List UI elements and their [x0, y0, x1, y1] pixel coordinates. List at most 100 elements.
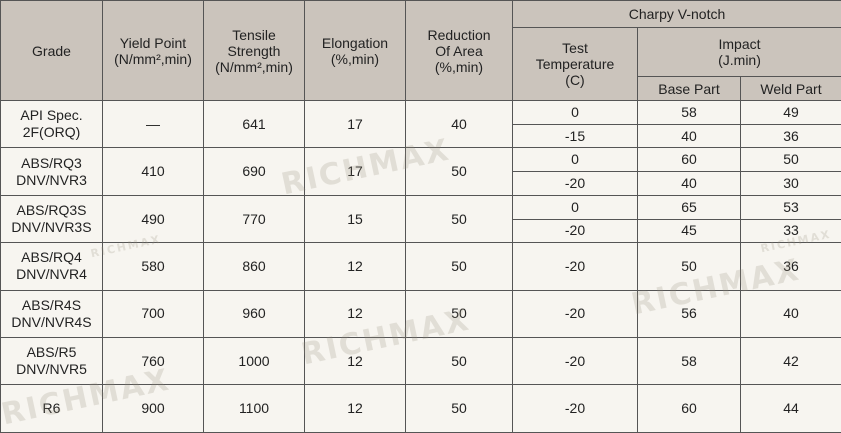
cell-text-line: ABS/R5: [1, 344, 102, 361]
data-cell: -20: [513, 219, 638, 243]
cell-text-line: Test: [513, 40, 637, 56]
header-cell: Charpy V-notch: [513, 1, 841, 28]
data-cell: 30: [741, 172, 841, 196]
data-cell: 1000: [204, 338, 305, 385]
data-cell: 641: [204, 101, 305, 148]
data-cell: 0: [513, 195, 638, 219]
data-cell: 15: [305, 195, 406, 242]
cell-text-line: Reduction: [406, 27, 512, 43]
cell-text-line: ABS/R4S: [1, 297, 102, 314]
data-cell: 690: [204, 148, 305, 195]
data-cell: 36: [741, 243, 841, 290]
data-cell: 40: [406, 101, 513, 148]
cell-text-line: DNV/NVR3: [1, 172, 102, 189]
data-cell: 45: [638, 219, 741, 243]
data-cell: 53: [741, 195, 841, 219]
data-cell: 58: [638, 101, 741, 125]
data-cell: 50: [406, 338, 513, 385]
data-cell: 12: [305, 290, 406, 337]
header-cell: Yield Point(N/mm²,min): [103, 1, 204, 101]
cell-text-line: (C): [513, 72, 637, 88]
data-cell: 60: [638, 148, 741, 172]
cell-text-line: ABS/RQ4: [1, 249, 102, 266]
header-cell: Elongation(%,min): [305, 1, 406, 101]
data-cell: 1100: [204, 385, 305, 432]
data-cell: -20: [513, 290, 638, 337]
cell-text-line: Tensile: [204, 27, 304, 43]
cell-text-line: DNV/NVR3S: [1, 219, 102, 236]
cell-text-line: DNV/NVR5: [1, 361, 102, 378]
cell-text-line: ABS/RQ3S: [1, 202, 102, 219]
cell-text-line: Impact: [638, 36, 841, 52]
data-cell: 490: [103, 195, 204, 242]
data-cell: 44: [741, 385, 841, 432]
data-cell: -20: [513, 243, 638, 290]
data-cell: 0: [513, 148, 638, 172]
cell-text-line: R6: [1, 400, 102, 417]
data-cell: 36: [741, 124, 841, 148]
data-cell: 12: [305, 243, 406, 290]
data-cell: R6: [1, 385, 103, 432]
cell-text-line: Of Area: [406, 43, 512, 59]
cell-text-line: Yield Point: [103, 35, 203, 51]
data-cell: 50: [406, 148, 513, 195]
cell-text-line: (N/mm²,min): [103, 51, 203, 67]
header-cell: Base Part: [638, 77, 741, 101]
header-cell: Weld Part: [741, 77, 841, 101]
data-cell: 50: [406, 290, 513, 337]
data-cell: 56: [638, 290, 741, 337]
header-cell: Grade: [1, 1, 103, 101]
data-cell: 12: [305, 338, 406, 385]
data-cell: 33: [741, 219, 841, 243]
data-cell: 42: [741, 338, 841, 385]
data-cell: -20: [513, 172, 638, 196]
data-cell: 65: [638, 195, 741, 219]
data-cell: 40: [638, 124, 741, 148]
data-cell: 50: [406, 243, 513, 290]
cell-text-line: (J.min): [638, 52, 841, 68]
data-cell: 58: [638, 338, 741, 385]
data-cell: 700: [103, 290, 204, 337]
cell-text-line: API Spec.: [1, 107, 102, 124]
cell-text-line: Elongation: [305, 35, 405, 51]
cell-text-line: Grade: [1, 43, 102, 59]
data-cell: 960: [204, 290, 305, 337]
data-cell: 17: [305, 148, 406, 195]
data-cell: 60: [638, 385, 741, 432]
data-cell: 50: [406, 195, 513, 242]
data-cell: -15: [513, 124, 638, 148]
data-cell: API Spec.2F(ORQ): [1, 101, 103, 148]
data-cell: 900: [103, 385, 204, 432]
cell-text-line: (%,min): [406, 59, 512, 75]
data-cell: 770: [204, 195, 305, 242]
data-cell: 49: [741, 101, 841, 125]
data-cell: —: [103, 101, 204, 148]
cell-text-line: Strength: [204, 43, 304, 59]
cell-text-line: Temperature: [513, 56, 637, 72]
cell-text-line: DNV/NVR4: [1, 266, 102, 283]
data-cell: 50: [638, 243, 741, 290]
data-cell: 17: [305, 101, 406, 148]
cell-text-line: 2F(ORQ): [1, 124, 102, 141]
cell-text-line: ABS/RQ3: [1, 155, 102, 172]
data-cell: 50: [406, 385, 513, 432]
cell-text-line: DNV/NVR4S: [1, 314, 102, 331]
